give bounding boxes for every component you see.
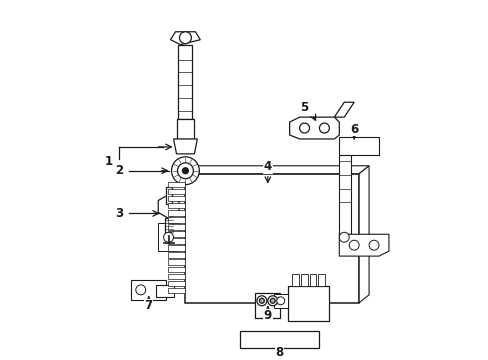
- Bar: [167, 196, 185, 201]
- Polygon shape: [158, 194, 179, 219]
- Bar: [165, 186, 171, 204]
- Bar: [176, 119, 194, 139]
- Circle shape: [267, 296, 277, 306]
- Polygon shape: [173, 139, 197, 154]
- Polygon shape: [358, 166, 368, 303]
- Polygon shape: [339, 234, 388, 256]
- Bar: [167, 281, 185, 286]
- Bar: [339, 137, 378, 155]
- Text: 8: 8: [275, 346, 283, 359]
- Bar: [167, 260, 185, 265]
- Bar: [167, 266, 185, 272]
- Circle shape: [171, 157, 199, 185]
- Bar: [167, 217, 185, 222]
- Bar: [167, 252, 185, 258]
- Circle shape: [163, 232, 173, 242]
- Text: 3: 3: [115, 207, 123, 220]
- Circle shape: [368, 240, 378, 250]
- Text: 7: 7: [144, 299, 152, 312]
- Bar: [318, 274, 325, 286]
- Circle shape: [348, 240, 358, 250]
- Bar: [131, 280, 165, 300]
- Text: 6: 6: [349, 122, 358, 136]
- Bar: [309, 274, 316, 286]
- Bar: [240, 330, 319, 348]
- Bar: [155, 285, 173, 297]
- Bar: [167, 182, 185, 187]
- Bar: [167, 203, 185, 208]
- Bar: [291, 274, 298, 286]
- Bar: [167, 288, 185, 293]
- Circle shape: [256, 296, 266, 306]
- Bar: [167, 210, 185, 216]
- Circle shape: [299, 123, 309, 133]
- Polygon shape: [289, 117, 339, 139]
- Polygon shape: [170, 32, 200, 45]
- Text: 5: 5: [300, 101, 308, 114]
- Text: 9: 9: [263, 309, 271, 322]
- Circle shape: [179, 32, 191, 44]
- Text: 1: 1: [105, 155, 113, 168]
- Circle shape: [136, 285, 145, 295]
- Bar: [254, 293, 279, 318]
- Bar: [287, 286, 329, 321]
- Polygon shape: [185, 166, 368, 174]
- Bar: [167, 274, 185, 279]
- Bar: [167, 238, 185, 244]
- Circle shape: [276, 297, 284, 305]
- Circle shape: [319, 123, 329, 133]
- Circle shape: [270, 298, 275, 303]
- Bar: [300, 274, 307, 286]
- Circle shape: [339, 232, 348, 242]
- Circle shape: [259, 298, 264, 303]
- Polygon shape: [334, 102, 353, 117]
- Bar: [273, 294, 287, 308]
- Bar: [167, 245, 185, 251]
- Bar: [178, 45, 192, 119]
- Circle shape: [182, 168, 188, 174]
- Bar: [167, 231, 185, 237]
- Text: 2: 2: [115, 164, 123, 177]
- Bar: [167, 224, 185, 230]
- Bar: [167, 189, 185, 194]
- Bar: [164, 219, 172, 236]
- Bar: [157, 223, 179, 251]
- Text: 4: 4: [263, 160, 271, 173]
- Circle shape: [177, 163, 193, 179]
- Bar: [185, 174, 358, 303]
- Bar: [339, 155, 350, 234]
